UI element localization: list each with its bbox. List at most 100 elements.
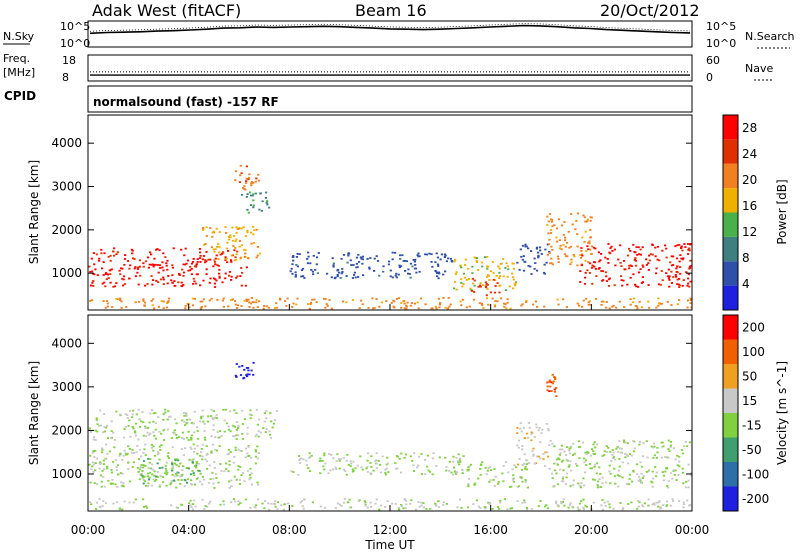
power-cell-9 bbox=[641, 281, 644, 283]
power-cell-4 bbox=[355, 262, 358, 265]
velocity-cell-7 bbox=[678, 460, 681, 463]
power-cell-4 bbox=[290, 267, 293, 270]
power-cell-8 bbox=[589, 248, 592, 251]
power-cell-9 bbox=[636, 254, 639, 256]
velocity-cell-8 bbox=[553, 388, 556, 391]
velocity-cell-7 bbox=[670, 472, 673, 475]
power-cell-10 bbox=[405, 304, 408, 307]
power-cell-10 bbox=[666, 301, 669, 303]
velocity-cell-0 bbox=[254, 462, 257, 465]
velocity-cell-9 bbox=[418, 505, 421, 508]
freq-right-tick-top: 60 bbox=[706, 54, 720, 67]
x-tick-label: 20:00 bbox=[574, 523, 609, 537]
power-cell-8 bbox=[572, 253, 575, 256]
power-cell-5 bbox=[499, 263, 502, 265]
velocity-cell-6 bbox=[545, 423, 548, 425]
velocity-cell-4 bbox=[400, 452, 403, 455]
power-cell-5 bbox=[467, 267, 470, 270]
velocity-cell-0 bbox=[217, 481, 220, 484]
power-cell-9 bbox=[593, 261, 597, 264]
power-cell-10 bbox=[104, 306, 107, 309]
velocity-cell-5 bbox=[512, 477, 515, 480]
velocity-cell-9 bbox=[567, 506, 570, 509]
velocity-cell-0 bbox=[215, 449, 218, 452]
power-cell-0 bbox=[171, 274, 174, 277]
velocity-cell-2 bbox=[238, 365, 241, 368]
power-cell-0 bbox=[130, 248, 133, 251]
power-cell-0 bbox=[230, 279, 233, 281]
velocity-cell-3 bbox=[273, 419, 277, 421]
power-cell-10 bbox=[143, 304, 146, 307]
velocity-colorbar-tick: 100 bbox=[742, 345, 765, 359]
power-cell-0 bbox=[182, 284, 185, 286]
power-cell-5 bbox=[460, 266, 463, 269]
velocity-cell-4 bbox=[445, 469, 448, 472]
velocity-cell-9 bbox=[479, 506, 482, 509]
velocity-cell-9 bbox=[115, 501, 119, 504]
velocity-cell-0 bbox=[237, 448, 240, 451]
velocity-cell-0 bbox=[256, 457, 259, 460]
power-cell-0 bbox=[122, 284, 125, 287]
power-cell-9 bbox=[592, 246, 595, 249]
velocity-ytick-label: 2000 bbox=[51, 423, 82, 437]
velocity-cell-3 bbox=[213, 417, 216, 419]
velocity-cell-0 bbox=[91, 461, 94, 464]
power-cell-1 bbox=[255, 256, 258, 259]
power-cell-9 bbox=[665, 247, 668, 250]
power-cell-4 bbox=[294, 271, 297, 274]
power-cell-10 bbox=[657, 304, 660, 307]
velocity-cell-0 bbox=[116, 486, 119, 488]
power-cell-0 bbox=[214, 278, 217, 281]
power-cell-4 bbox=[352, 264, 355, 266]
power-cell-9 bbox=[678, 278, 681, 280]
velocity-cell-7 bbox=[665, 466, 668, 469]
power-cell-10 bbox=[216, 299, 219, 301]
power-cell-7 bbox=[530, 250, 533, 252]
power-cell-10 bbox=[295, 303, 298, 306]
power-cell-1 bbox=[235, 231, 238, 234]
velocity-cell-0 bbox=[94, 462, 97, 464]
velocity-cell-0 bbox=[201, 483, 204, 486]
power-cell-9 bbox=[645, 264, 648, 266]
power-cell-0 bbox=[189, 265, 192, 268]
power-cell-4 bbox=[418, 255, 421, 258]
power-cell-0 bbox=[89, 270, 92, 273]
velocity-cell-7 bbox=[614, 482, 617, 485]
velocity-cell-7 bbox=[666, 486, 669, 489]
power-cell-8 bbox=[580, 250, 583, 252]
velocity-cell-3 bbox=[224, 408, 227, 411]
power-cell-8 bbox=[550, 257, 553, 260]
power-cell-10 bbox=[102, 300, 105, 302]
velocity-cell-7 bbox=[672, 447, 675, 450]
power-cell-1 bbox=[243, 248, 246, 251]
velocity-cell-0 bbox=[122, 454, 125, 457]
power-cell-5 bbox=[464, 264, 467, 266]
power-cell-4 bbox=[436, 272, 439, 274]
velocity-cell-9 bbox=[619, 502, 622, 504]
velocity-cell-6 bbox=[517, 463, 520, 466]
power-cell-6 bbox=[489, 291, 492, 294]
velocity-cell-4 bbox=[455, 473, 458, 475]
power-cell-0 bbox=[196, 261, 199, 263]
velocity-cell-4 bbox=[310, 454, 313, 457]
power-cell-9 bbox=[661, 279, 664, 282]
velocity-cell-1 bbox=[140, 464, 143, 466]
power-cell-7 bbox=[527, 265, 530, 267]
power-cell-3 bbox=[245, 195, 248, 198]
power-cell-10 bbox=[605, 301, 608, 303]
velocity-cell-3 bbox=[93, 436, 96, 438]
velocity-cell-9 bbox=[642, 505, 645, 508]
velocity-cell-1 bbox=[176, 474, 179, 477]
velocity-cell-9 bbox=[467, 506, 470, 509]
power-cell-1 bbox=[244, 256, 247, 258]
power-cell-10 bbox=[459, 300, 462, 303]
power-cell-8 bbox=[567, 230, 570, 233]
velocity-cell-4 bbox=[431, 457, 434, 460]
velocity-cell-7 bbox=[639, 478, 642, 481]
velocity-cell-7 bbox=[666, 485, 669, 487]
velocity-cell-7 bbox=[561, 459, 565, 462]
power-cell-4 bbox=[378, 274, 381, 277]
power-cell-4 bbox=[331, 257, 334, 260]
power-cell-8 bbox=[547, 220, 550, 223]
